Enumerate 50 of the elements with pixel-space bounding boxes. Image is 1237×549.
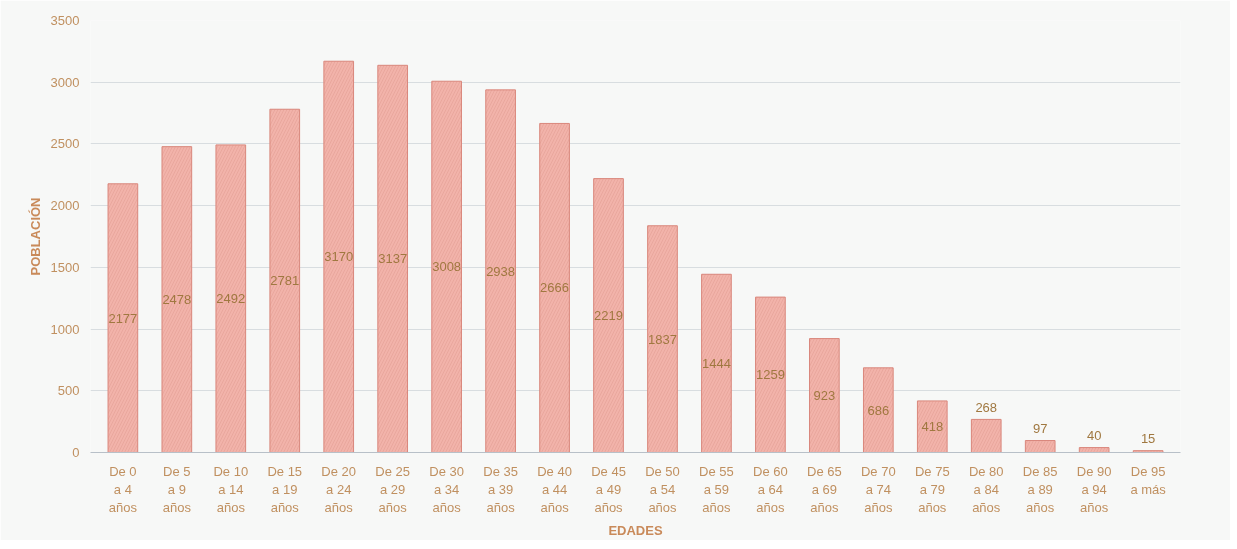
x-tick-label: De 65 a 69 años xyxy=(807,463,842,515)
x-tick-label: De 15 a 19 años xyxy=(267,463,303,515)
data-label: 3137 xyxy=(378,251,408,267)
x-tick-label: De 5 a 9 años xyxy=(162,463,192,515)
data-label: 2938 xyxy=(486,263,516,279)
x-tick-label: De 60 a 64 años xyxy=(753,463,788,515)
data-label: 3008 xyxy=(432,259,462,275)
data-label: 686 xyxy=(867,402,890,418)
data-label: 1259 xyxy=(755,367,785,383)
data-label: 40 xyxy=(1086,428,1102,444)
x-tick-label: De 35 a 39 años xyxy=(483,463,518,515)
x-tick-label: De 90 a 94 años xyxy=(1076,463,1112,515)
x-axis-title: EDADES xyxy=(608,522,663,538)
data-label: 3170 xyxy=(324,249,354,265)
y-tick-label: 3000 xyxy=(50,74,80,90)
y-axis-title: POBLACIÓN xyxy=(27,197,43,276)
x-tick-label: De 40 a 44 años xyxy=(537,463,572,515)
data-label: 418 xyxy=(921,419,944,435)
y-tick-label: 2500 xyxy=(50,136,80,152)
y-tick-label: 2000 xyxy=(50,198,80,214)
x-tick-label: De 75 a 79 años xyxy=(914,463,950,515)
data-label: 2219 xyxy=(594,308,623,324)
x-tick-label: De 0 a 4 años xyxy=(108,463,138,515)
y-tick-label: 1000 xyxy=(50,321,80,337)
data-label: 97 xyxy=(1032,421,1048,437)
data-label: 2666 xyxy=(540,280,570,296)
x-tick-label: De 70 a 74 años xyxy=(860,463,896,515)
x-tick-label: De 25 a 29 años xyxy=(375,463,411,515)
data-label: 1444 xyxy=(701,355,731,371)
data-label: 15 xyxy=(1140,431,1156,447)
data-label: 2177 xyxy=(108,310,138,326)
y-tick-label: 0 xyxy=(72,445,80,460)
x-tick-label: De 55 a 59 años xyxy=(699,463,734,515)
data-label: 2781 xyxy=(270,273,300,289)
x-tick-label: De 20 a 24 años xyxy=(321,463,357,515)
x-tick-label: De 80 a 84 años xyxy=(968,463,1004,515)
x-tick-label: De 30 a 34 años xyxy=(429,463,464,515)
x-tick-label: De 10 a 14 años xyxy=(213,463,249,515)
data-label: 923 xyxy=(813,388,836,404)
data-label: 2492 xyxy=(216,291,246,307)
data-label: 2478 xyxy=(162,292,192,308)
data-label: 1837 xyxy=(648,331,677,347)
y-tick-label: 1500 xyxy=(50,259,80,275)
x-tick-label: De 95 a más xyxy=(1130,463,1167,497)
x-tick-label: De 85 a 89 años xyxy=(1022,463,1058,515)
x-tick-label: De 50 a 54 años xyxy=(645,463,680,515)
data-label: 268 xyxy=(975,399,998,415)
y-tick-label: 500 xyxy=(57,383,80,399)
x-tick-label: De 45 a 49 años xyxy=(591,463,626,515)
y-tick-label: 3500 xyxy=(50,13,80,28)
